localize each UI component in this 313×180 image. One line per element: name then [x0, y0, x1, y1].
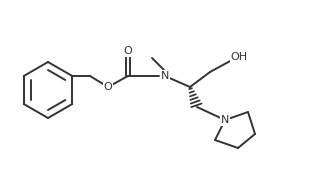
Text: O: O	[124, 46, 132, 56]
Text: N: N	[161, 71, 169, 81]
Text: O: O	[104, 82, 112, 92]
Text: N: N	[221, 115, 229, 125]
Text: OH: OH	[230, 52, 248, 62]
